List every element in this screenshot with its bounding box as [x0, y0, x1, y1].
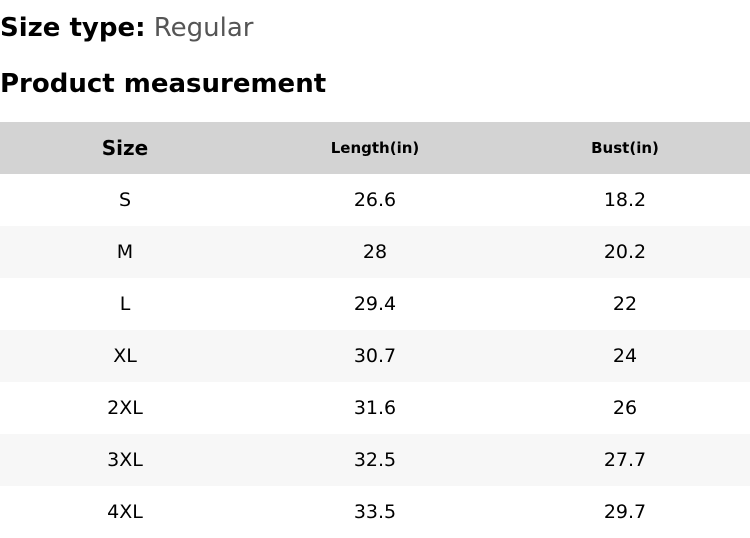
cell-size: 4XL [107, 501, 143, 523]
header-bust: Bust(in) [591, 139, 659, 157]
table-row: 4XL 33.5 29.7 [0, 486, 750, 538]
cell-length: 29.4 [353, 293, 397, 315]
cell-size: XL [113, 345, 137, 367]
cell-length: 26.6 [353, 189, 397, 211]
cell-bust: 29.7 [603, 501, 647, 523]
cell-length: 33.5 [353, 501, 397, 523]
size-type-label: Size type: [0, 13, 146, 43]
cell-bust: 27.7 [603, 449, 647, 471]
table-row: S 26.6 18.2 [0, 174, 750, 226]
table-header-row: Size Length(in) Bust(in) [0, 122, 750, 174]
cell-bust: 24 [612, 345, 638, 367]
cell-bust: 26 [612, 397, 638, 419]
size-type-value: Regular [153, 13, 254, 43]
size-type-line: Size type: Regular [0, 10, 253, 46]
table-row: M 28 20.2 [0, 226, 750, 278]
measurement-table: Size Length(in) Bust(in) S 26.6 18.2 M 2… [0, 122, 750, 538]
cell-size: 3XL [107, 449, 143, 471]
cell-bust: 20.2 [603, 241, 647, 263]
cell-length: 30.7 [353, 345, 397, 367]
table-row: 3XL 32.5 27.7 [0, 434, 750, 486]
cell-length: 32.5 [353, 449, 397, 471]
cell-size: S [118, 189, 132, 211]
table-row: L 29.4 22 [0, 278, 750, 330]
cell-bust: 18.2 [603, 189, 647, 211]
table-row: XL 30.7 24 [0, 330, 750, 382]
header-length: Length(in) [330, 139, 420, 157]
cell-length: 28 [362, 241, 388, 263]
cell-length: 31.6 [353, 397, 397, 419]
cell-size: L [119, 293, 131, 315]
header-size: Size [101, 136, 149, 160]
cell-size: M [116, 241, 134, 263]
cell-size: 2XL [107, 397, 143, 419]
cell-bust: 22 [612, 293, 638, 315]
table-row: 2XL 31.6 26 [0, 382, 750, 434]
section-title: Product measurement [0, 69, 327, 99]
